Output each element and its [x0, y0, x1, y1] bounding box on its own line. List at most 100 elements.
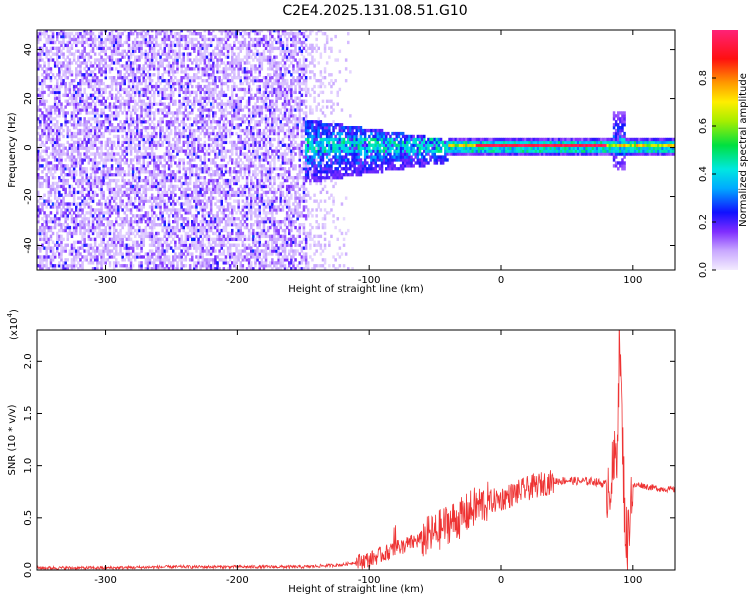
heatmap-cell [41, 208, 44, 212]
heatmap-cell [148, 173, 152, 177]
heatmap-cell [214, 52, 217, 56]
heatmap-cell [81, 170, 84, 174]
heatmap-cell [79, 131, 82, 136]
heatmap-cell [222, 237, 226, 242]
heatmap-cell [85, 202, 89, 206]
heatmap-cell [203, 176, 207, 180]
heatmap-cell [39, 231, 42, 236]
heatmap-cell [203, 131, 207, 136]
heatmap-cell [125, 161, 129, 165]
heatmap-cell [81, 108, 84, 112]
heatmap-cell [188, 178, 192, 183]
heatmap-cell [172, 123, 175, 127]
heatmap-cell [37, 32, 40, 36]
heatmap-cell [138, 178, 141, 183]
heatmap-cell [155, 176, 158, 180]
heatmap-cell [205, 131, 209, 136]
heatmap-cell [167, 111, 171, 115]
heatmap-cell [110, 249, 114, 253]
heatmap-cell [72, 211, 76, 215]
heatmap-cell [195, 225, 198, 230]
heatmap-cell [66, 152, 70, 156]
heatmap-cell [75, 126, 78, 130]
heatmap-cell [140, 249, 143, 253]
heatmap-cell [182, 117, 186, 121]
heatmap-cell [83, 231, 86, 236]
heatmap-cell [155, 202, 158, 206]
heatmap-cell [131, 190, 135, 195]
heatmap-cell [56, 58, 59, 62]
heatmap-cell [159, 178, 162, 183]
heatmap-cell [77, 240, 80, 244]
heatmap-cell [222, 137, 226, 142]
heatmap-cell [53, 264, 57, 268]
heatmap-cell [117, 114, 120, 118]
heatmap-cell [136, 158, 139, 162]
heatmap-cell [89, 255, 93, 259]
heatmap-cell [163, 155, 167, 159]
heatmap-cell [119, 93, 122, 98]
heatmap-cell [182, 134, 186, 139]
heatmap-cell [41, 117, 44, 121]
heatmap-cell [53, 52, 57, 56]
heatmap-cell [131, 255, 135, 259]
heatmap-cell [43, 76, 46, 80]
heatmap-cell [102, 120, 105, 124]
heatmap-cell [231, 252, 234, 256]
heatmap-cell [191, 223, 194, 227]
heatmap-cell [209, 193, 213, 197]
heatmap-cell [146, 178, 150, 183]
heatmap-cell [41, 237, 44, 242]
heatmap-cell [209, 225, 213, 230]
heatmap-cell [49, 140, 53, 145]
heatmap-cell [127, 43, 131, 48]
heatmap-cell [37, 214, 40, 218]
heatmap-cell [150, 208, 154, 212]
heatmap-cell [233, 220, 236, 224]
heatmap-cell [104, 49, 108, 53]
heatmap-cell [70, 152, 74, 156]
heatmap-cell [108, 255, 112, 259]
heatmap-cell [157, 140, 160, 145]
heatmap-cell [180, 225, 183, 230]
heatmap-cell [186, 161, 190, 165]
heatmap-cell [174, 246, 177, 250]
heatmap-cell [239, 252, 243, 256]
heatmap-cell [123, 137, 127, 142]
heatmap-cell [56, 37, 59, 42]
heatmap-cell [174, 214, 177, 218]
heatmap-cell [104, 217, 108, 221]
heatmap-cell [125, 90, 129, 95]
heatmap-cell [53, 46, 57, 51]
heatmap-cell [231, 70, 234, 74]
heatmap-cell [209, 205, 213, 209]
heatmap-cell [155, 255, 158, 259]
heatmap-cell [72, 246, 76, 250]
heatmap-cell [98, 46, 101, 51]
heatmap-cell [142, 234, 146, 239]
heatmap-cell [142, 140, 146, 145]
heatmap-cell [108, 178, 112, 183]
heatmap-cell [115, 237, 118, 242]
heatmap-cell [123, 211, 127, 215]
heatmap-cell [85, 146, 89, 150]
heatmap-cell [226, 193, 230, 197]
heatmap-cell [134, 190, 137, 195]
heatmap-cell [110, 123, 114, 127]
heatmap-cell [195, 178, 198, 183]
heatmap-cell [41, 46, 44, 51]
heatmap-cell [178, 137, 181, 142]
heatmap-cell [222, 70, 226, 74]
heatmap-cell [231, 105, 234, 109]
heatmap-cell [176, 67, 179, 71]
heatmap-cell [100, 217, 103, 221]
heatmap-cell [153, 173, 156, 177]
heatmap-cell [222, 178, 226, 183]
heatmap-cell [205, 90, 209, 95]
heatmap-cell [60, 240, 63, 244]
heatmap-cell [233, 167, 236, 171]
heatmap-cell [81, 173, 84, 177]
heatmap-cell [182, 37, 186, 42]
heatmap-cell [233, 143, 236, 147]
heatmap-cell [220, 220, 224, 224]
